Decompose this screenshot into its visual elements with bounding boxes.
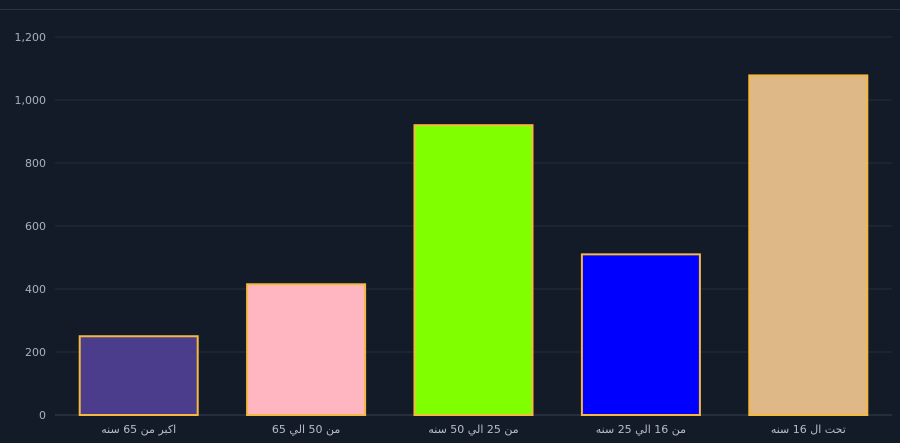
y-tick-label: 1,200 (15, 31, 47, 44)
y-tick-label: 1,000 (15, 94, 47, 107)
y-axis-ticks: 0 200 400 600 800 1,000 1,200 (15, 31, 47, 422)
x-category-label: تحت ال 16 سنه (771, 423, 846, 436)
top-divider (0, 9, 900, 10)
x-category-label: من 50 الي 65 (272, 423, 340, 436)
y-tick-label: 400 (25, 283, 46, 296)
bar[interactable] (246, 283, 367, 416)
bars (78, 74, 869, 417)
bar[interactable] (748, 74, 869, 417)
y-tick-label: 800 (25, 157, 46, 170)
y-tick-label: 600 (25, 220, 46, 233)
y-tick-label: 200 (25, 346, 46, 359)
x-category-label: من 16 الي 25 سنه (596, 423, 686, 436)
bar[interactable] (580, 253, 701, 416)
x-category-label: اكبر من 65 سنه (101, 423, 176, 436)
bar[interactable] (78, 335, 199, 416)
x-category-label: من 25 الي 50 سنه (428, 423, 518, 436)
bar[interactable] (413, 124, 534, 416)
x-axis-labels: اكبر من 65 سنه من 50 الي 65 من 25 الي 50 س… (101, 423, 846, 436)
y-tick-label: 0 (39, 409, 46, 422)
